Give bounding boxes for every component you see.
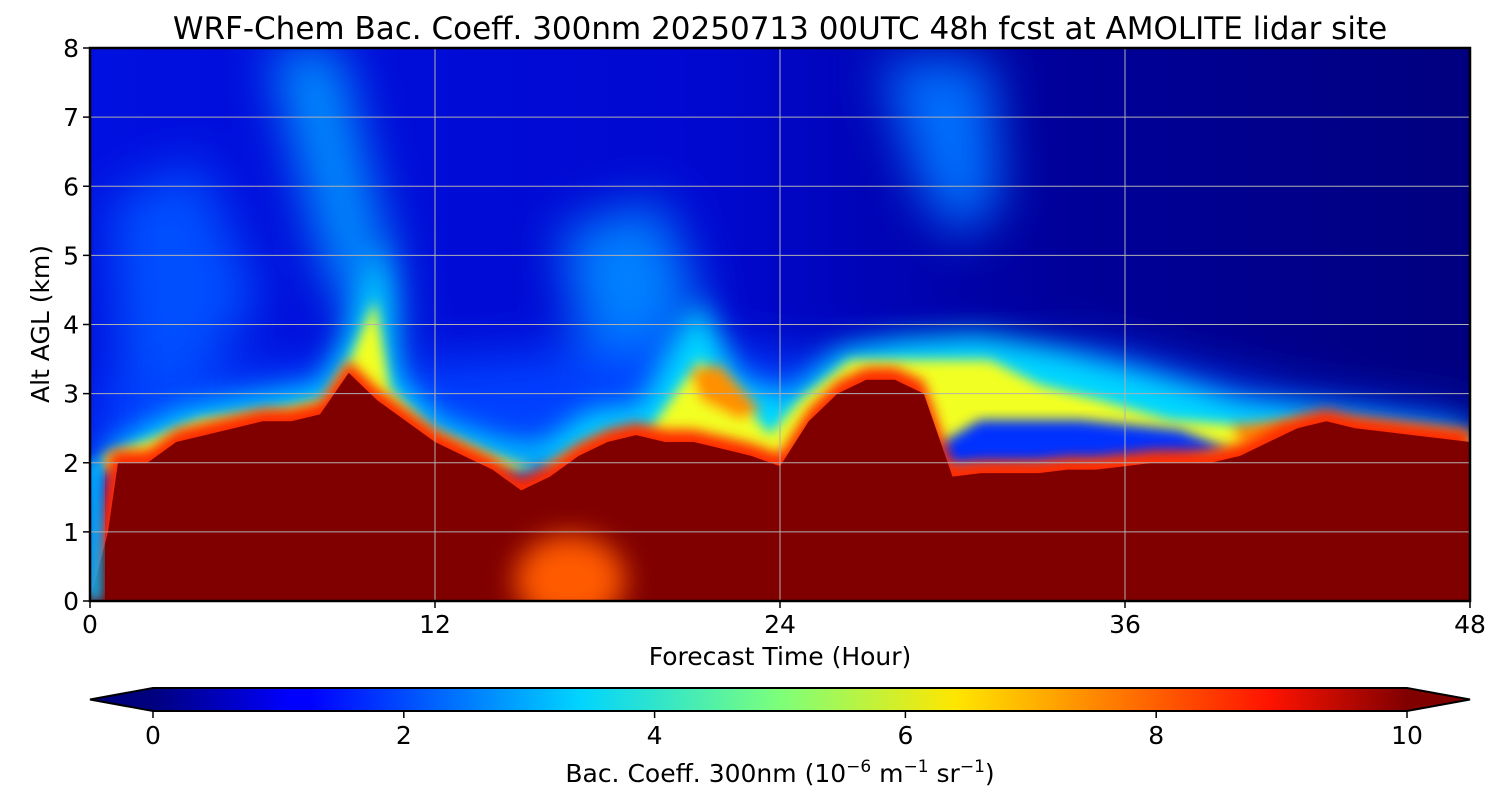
colorbar-extend-max bbox=[1407, 688, 1470, 711]
y-tick-label-0: 0 bbox=[63, 587, 79, 616]
y-tick-label-6: 6 bbox=[63, 172, 79, 201]
y-tick-label-8: 8 bbox=[63, 34, 79, 63]
x-tick-label-2: 24 bbox=[764, 610, 796, 639]
colorbar-extend-min bbox=[90, 688, 153, 711]
colorbar-tick-label-0: 0 bbox=[145, 721, 161, 750]
heatmap-field bbox=[90, 48, 1470, 601]
x-tick-label-4: 48 bbox=[1454, 610, 1486, 639]
y-tick-label-2: 2 bbox=[63, 449, 79, 478]
y-tick-label-7: 7 bbox=[63, 103, 79, 132]
x-tick-label-3: 36 bbox=[1109, 610, 1141, 639]
colorbar-tick-label-4: 8 bbox=[1148, 721, 1164, 750]
colorbar-tick-label-3: 6 bbox=[897, 721, 913, 750]
y-tick-label-1: 1 bbox=[63, 518, 79, 547]
colorbar-label: Bac. Coeff. 300nm (10−6 m−1 sr−1) bbox=[565, 757, 994, 788]
colorbar-gradient bbox=[153, 688, 1407, 711]
colorbar-tick-label-2: 4 bbox=[647, 721, 663, 750]
y-axis-ticks: 0 1 2 3 4 5 6 7 8 bbox=[63, 34, 90, 616]
grid-lines bbox=[90, 48, 1470, 601]
colorbar: 0 2 4 6 8 10 Bac. Coeff. 300nm (10−6 m−1 sr−1… bbox=[89, 687, 1471, 788]
colorbar-tick-label-5: 10 bbox=[1391, 721, 1423, 750]
colorbar-ticks: 0 2 4 6 8 10 bbox=[145, 711, 1423, 750]
chart-title: WRF-Chem Bac. Coeff. 300nm 20250713 00UT… bbox=[173, 11, 1387, 47]
y-tick-label-5: 5 bbox=[63, 241, 79, 270]
y-axis-label: Alt AGL (km) bbox=[26, 245, 55, 403]
colorbar-tick-label-1: 2 bbox=[396, 721, 412, 750]
y-tick-label-3: 3 bbox=[63, 380, 79, 409]
x-axis-ticks: 0 12 24 36 48 bbox=[82, 601, 1486, 639]
x-tick-label-1: 12 bbox=[419, 610, 451, 639]
y-tick-label-4: 4 bbox=[63, 311, 79, 340]
x-axis-label: Forecast Time (Hour) bbox=[649, 642, 912, 671]
x-tick-label-0: 0 bbox=[82, 610, 98, 639]
